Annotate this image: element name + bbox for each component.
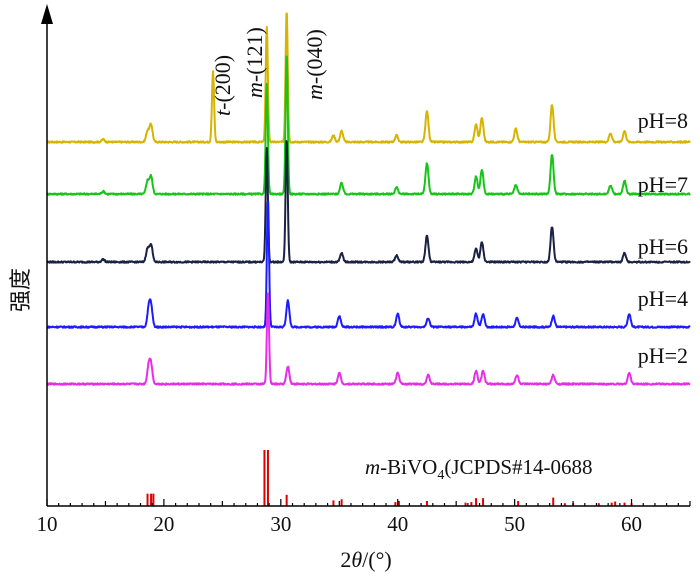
annotation-m121-text: -(121)	[242, 27, 267, 82]
annotation-m040: m-(040)	[302, 29, 327, 100]
reference-label: m-BiVO4(JCPDS#14-0688	[365, 455, 593, 483]
x-axis-title-post: /(°)	[362, 547, 392, 572]
x-axis-title-pre: 2	[340, 547, 351, 572]
reference-label-subscript: 4	[437, 468, 444, 483]
series-label-ph6: pH=6	[638, 234, 688, 259]
series-label-ph4: pH=4	[638, 286, 688, 311]
x-axis-title-theta: θ	[351, 547, 362, 572]
series-ph6-line	[46, 140, 691, 264]
annotation-m040-text: -(040)	[302, 29, 327, 84]
reference-label-name: -BiVO	[380, 455, 437, 479]
annotation-m121-prefix: m	[242, 82, 267, 98]
axes-layer	[41, 4, 690, 507]
x-tick-label-60: 60	[621, 512, 642, 536]
tick-layer: 10 20 30 40 50 60	[37, 499, 691, 536]
x-tick-label-20: 20	[153, 512, 174, 536]
x-tick-label-10: 10	[37, 512, 58, 536]
label-layer: pH=8 pH=7 pH=6 pH=4 pH=2 m-BiVO4(JCPDS#1…	[8, 27, 688, 572]
series-ph2-line	[46, 292, 691, 386]
annotation-m121: m-(121)	[242, 27, 267, 98]
y-axis-arrow	[41, 4, 53, 24]
x-tick-label-30: 30	[270, 512, 291, 536]
y-axis-title: 强度	[8, 268, 33, 312]
x-tick-label-50: 50	[504, 512, 525, 536]
series-layer	[46, 12, 691, 386]
annotation-t200-prefix: t	[210, 109, 235, 116]
annotation-m040-prefix: m	[302, 84, 327, 100]
series-ph4-line	[46, 200, 691, 329]
series-label-ph2: pH=2	[638, 343, 688, 368]
x-tick-label-40: 40	[387, 512, 408, 536]
reference-label-prefix: m	[365, 455, 380, 479]
x-axis-title: 2θ/(°)	[340, 547, 391, 572]
series-label-ph7: pH=7	[638, 172, 688, 197]
reference-label-suffix: (JCPDS#14-0688	[444, 455, 592, 479]
series-ph7-line	[46, 55, 691, 196]
series-ph8-line	[46, 12, 691, 144]
series-label-ph8: pH=8	[638, 108, 688, 133]
annotation-t200-text: -(200)	[210, 55, 235, 110]
annotation-t200: t-(200)	[210, 55, 235, 116]
